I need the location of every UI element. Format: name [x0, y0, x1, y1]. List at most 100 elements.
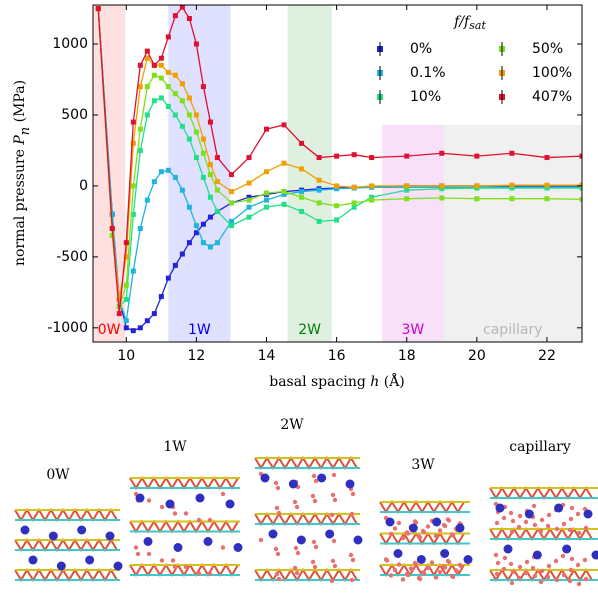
ion: [203, 537, 213, 546]
water: [330, 558, 336, 564]
water: [331, 472, 337, 478]
data-point: [172, 262, 178, 268]
water: [582, 557, 588, 563]
water: [553, 558, 559, 564]
data-point: [151, 98, 157, 104]
y-tick-label: -1000: [47, 320, 88, 336]
data-point: [137, 84, 143, 90]
data-point: [351, 184, 357, 190]
water: [546, 512, 552, 518]
data-point: [123, 240, 129, 246]
water: [569, 505, 575, 511]
data-point: [144, 55, 150, 61]
ion: [583, 509, 593, 519]
ion: [524, 509, 534, 519]
data-point: [158, 294, 164, 300]
molecule-snapshot: [379, 500, 473, 582]
data-point: [144, 112, 150, 118]
data-point: [151, 179, 157, 185]
water: [292, 499, 298, 505]
water: [510, 518, 516, 524]
water: [546, 563, 552, 569]
water: [396, 520, 402, 526]
water: [450, 574, 456, 580]
data-point: [130, 328, 136, 334]
data-point: [137, 325, 143, 331]
snapshot-label: 0W: [46, 467, 70, 483]
water: [576, 530, 582, 536]
water: [273, 480, 279, 486]
data-point: [369, 197, 375, 203]
data-point: [474, 183, 480, 189]
data-point: [474, 153, 480, 159]
water: [405, 531, 411, 536]
water: [517, 564, 523, 570]
data-point: [246, 194, 252, 200]
ion: [48, 531, 58, 541]
data-point: [179, 123, 185, 129]
data-point: [509, 196, 515, 202]
water: [554, 526, 560, 532]
data-point: [193, 129, 199, 135]
ion: [268, 529, 278, 539]
water: [409, 567, 415, 572]
data-point: [200, 240, 206, 246]
clay-sheet: [254, 456, 358, 470]
regions: [93, 5, 582, 342]
data-point: [439, 195, 445, 201]
data-point: [116, 296, 122, 302]
water: [400, 577, 406, 582]
water: [425, 565, 431, 571]
water: [429, 560, 435, 565]
data-point: [123, 318, 129, 324]
data-point: [246, 197, 252, 203]
ion: [143, 537, 153, 546]
data-point: [509, 182, 515, 188]
data-point: [158, 62, 164, 68]
data-point: [246, 155, 252, 161]
ion: [532, 550, 542, 560]
y-axis-label: normal pressure Pn (MPa): [12, 80, 33, 266]
water: [539, 517, 545, 523]
data-point: [509, 185, 515, 191]
water: [413, 561, 419, 567]
data-point: [172, 112, 178, 118]
data-point: [264, 126, 270, 132]
clay-sheet: [489, 486, 593, 500]
water: [170, 558, 176, 563]
series-line: [97, 8, 582, 300]
data-point: [214, 208, 220, 214]
snapshot-label: 3W: [411, 457, 435, 473]
data-point: [165, 103, 171, 109]
water: [493, 552, 499, 558]
data-point: [186, 112, 192, 118]
water: [538, 528, 544, 534]
region: [382, 124, 444, 342]
data-point: [123, 296, 129, 302]
data-point: [109, 211, 115, 217]
water: [329, 512, 335, 518]
ion: [113, 561, 123, 571]
ion: [288, 479, 298, 489]
water: [530, 565, 536, 571]
water: [220, 545, 226, 550]
data-point: [172, 13, 178, 19]
data-point: [246, 180, 252, 186]
water: [575, 511, 581, 517]
data-point: [246, 204, 252, 210]
region-label: capillary: [483, 322, 542, 338]
data-point: [474, 196, 480, 202]
water: [183, 511, 189, 516]
data-point: [165, 34, 171, 40]
data-point: [228, 223, 234, 229]
ion: [28, 555, 38, 565]
water: [523, 570, 529, 576]
water: [516, 575, 522, 581]
water: [294, 504, 300, 510]
water: [350, 491, 356, 497]
data-point: [200, 150, 206, 156]
ion: [165, 499, 175, 509]
data-point: [316, 187, 322, 193]
water: [312, 564, 318, 570]
water: [384, 558, 390, 563]
